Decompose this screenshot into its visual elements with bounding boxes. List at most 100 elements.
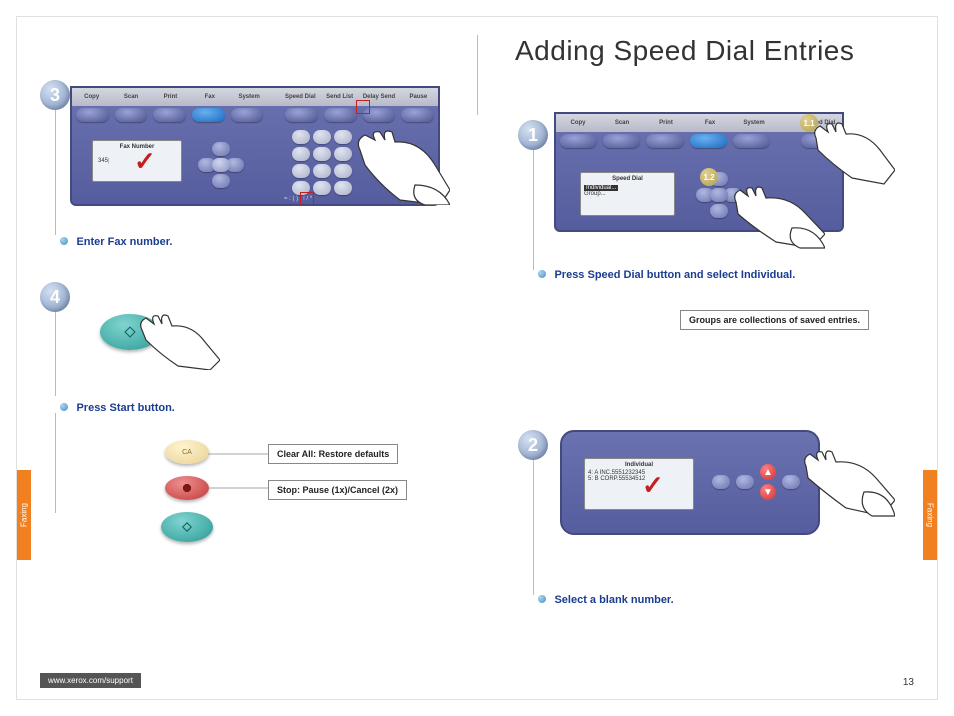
step-number: 3 xyxy=(50,85,60,106)
print-button[interactable] xyxy=(646,134,683,148)
label-pause: Pause xyxy=(399,94,438,100)
step-badge-2: 2 xyxy=(518,430,548,460)
lcd-title: Individual xyxy=(588,462,690,468)
label-fax: Fax xyxy=(688,120,732,126)
lcd-screen: Speed Dial Individual... Group... xyxy=(580,172,675,216)
clear-all-note: Clear All: Restore defaults xyxy=(268,444,398,464)
label-copy: Copy xyxy=(556,120,600,126)
control-buttons: CA xyxy=(165,440,213,542)
scan-button[interactable] xyxy=(603,134,640,148)
scan-button[interactable] xyxy=(115,108,148,122)
step4-caption-row: Press Start button. xyxy=(60,398,175,416)
key-1[interactable] xyxy=(292,130,310,144)
key-2[interactable] xyxy=(313,130,331,144)
lcd-line: Group... xyxy=(584,191,671,197)
pause-button[interactable] xyxy=(401,108,434,122)
copy-button[interactable] xyxy=(560,134,597,148)
step2-caption-row: Select a blank number. xyxy=(538,590,674,608)
print-button[interactable] xyxy=(153,108,186,122)
key-5[interactable] xyxy=(313,147,331,161)
step-badge-4: 4 xyxy=(40,282,70,312)
divider xyxy=(55,413,56,513)
step-badge-1: 1 xyxy=(518,120,548,150)
label-print: Print xyxy=(644,120,688,126)
callout-lines xyxy=(208,450,268,510)
key-6[interactable] xyxy=(334,147,352,161)
nav-cluster xyxy=(198,142,244,188)
top-button-row xyxy=(556,132,842,150)
start-button-graphic xyxy=(100,314,160,350)
nav-down[interactable] xyxy=(710,204,728,218)
nav-row: ▲ ▼ xyxy=(712,464,800,500)
nav-back[interactable] xyxy=(712,475,730,489)
nav-next[interactable] xyxy=(782,475,800,489)
nav-ok[interactable] xyxy=(212,158,230,172)
clear-all-button[interactable]: CA xyxy=(165,440,209,464)
fax-button[interactable] xyxy=(690,134,727,148)
system-button[interactable] xyxy=(231,108,264,122)
copy-button[interactable] xyxy=(76,108,109,122)
down-arrow-button[interactable]: ▼ xyxy=(760,484,776,500)
top-button-row xyxy=(72,106,438,124)
nav-down[interactable] xyxy=(212,174,230,188)
key-hash[interactable] xyxy=(334,181,352,195)
divider xyxy=(55,105,56,235)
label-fax: Fax xyxy=(190,94,229,100)
step3-caption: Enter Fax number. xyxy=(76,236,172,248)
step2-caption: Select a blank number. xyxy=(554,594,673,606)
step-number: 1 xyxy=(528,125,538,146)
label-system: System xyxy=(229,94,268,100)
checkmark-icon: ✓ xyxy=(134,146,156,177)
start-button[interactable] xyxy=(100,314,160,350)
label-send-list: Send List xyxy=(320,94,359,100)
label-speed-dial: Speed Dial xyxy=(281,94,320,100)
step-number: 4 xyxy=(50,287,60,308)
bullet-icon xyxy=(538,270,546,278)
callout-box xyxy=(356,100,370,114)
step4-caption: Press Start button. xyxy=(76,402,174,414)
key-7[interactable] xyxy=(292,164,310,178)
step-number: 2 xyxy=(528,435,538,456)
key-8[interactable] xyxy=(313,164,331,178)
start-button-bottom[interactable] xyxy=(161,512,213,542)
panel-labels: Copy Scan Print Fax System Speed Dial Se… xyxy=(72,88,438,106)
side-tab-left: Faxing xyxy=(17,470,31,560)
nav-ok[interactable] xyxy=(736,475,754,489)
label-scan: Scan xyxy=(111,94,150,100)
label-print: Print xyxy=(151,94,190,100)
step-badge-3: 3 xyxy=(40,80,70,110)
system-button[interactable] xyxy=(733,134,770,148)
footer-url: www.xerox.com/support xyxy=(40,673,141,688)
lcd-screen: Individual 4: A INC.5551232345 5: B CORP… xyxy=(584,458,694,510)
key-0[interactable] xyxy=(313,181,331,195)
key-3[interactable] xyxy=(334,130,352,144)
speed-dial-button[interactable] xyxy=(801,134,838,148)
divider xyxy=(477,35,478,115)
send-list-button[interactable] xyxy=(324,108,357,122)
key-4[interactable] xyxy=(292,147,310,161)
key-9[interactable] xyxy=(334,164,352,178)
bullet-icon xyxy=(538,595,546,603)
sub-badge-1-2: 1.2 xyxy=(700,168,718,186)
checkmark-icon: ✓ xyxy=(642,470,664,501)
bullet-icon xyxy=(60,237,68,245)
printer-panel-step2: Individual 4: A INC.5551232345 5: B CORP… xyxy=(560,430,820,535)
page-number: 13 xyxy=(903,677,914,688)
page-title: Adding Speed Dial Entries xyxy=(515,35,854,67)
fax-button[interactable] xyxy=(192,108,225,122)
up-arrow-button[interactable]: ▲ xyxy=(760,464,776,480)
nav-up[interactable] xyxy=(212,142,230,156)
divider xyxy=(533,130,534,270)
side-tab-right: Faxing xyxy=(923,470,937,560)
label-copy: Copy xyxy=(72,94,111,100)
stop-button[interactable] xyxy=(165,476,209,500)
printer-panel-step1: Copy Scan Print Fax System Speed Dial Sp… xyxy=(554,112,844,232)
speed-dial-button[interactable] xyxy=(285,108,318,122)
lcd-value: 345 xyxy=(98,158,108,164)
sub-badge-1-1: 1.1 xyxy=(800,114,818,132)
nav-ok[interactable] xyxy=(710,188,728,202)
divider xyxy=(533,445,534,595)
step1-note: Groups are collections of saved entries. xyxy=(680,310,869,330)
step1-caption-row: Press Speed Dial button and select Indiv… xyxy=(538,265,795,283)
lcd-title: Speed Dial xyxy=(584,176,671,182)
